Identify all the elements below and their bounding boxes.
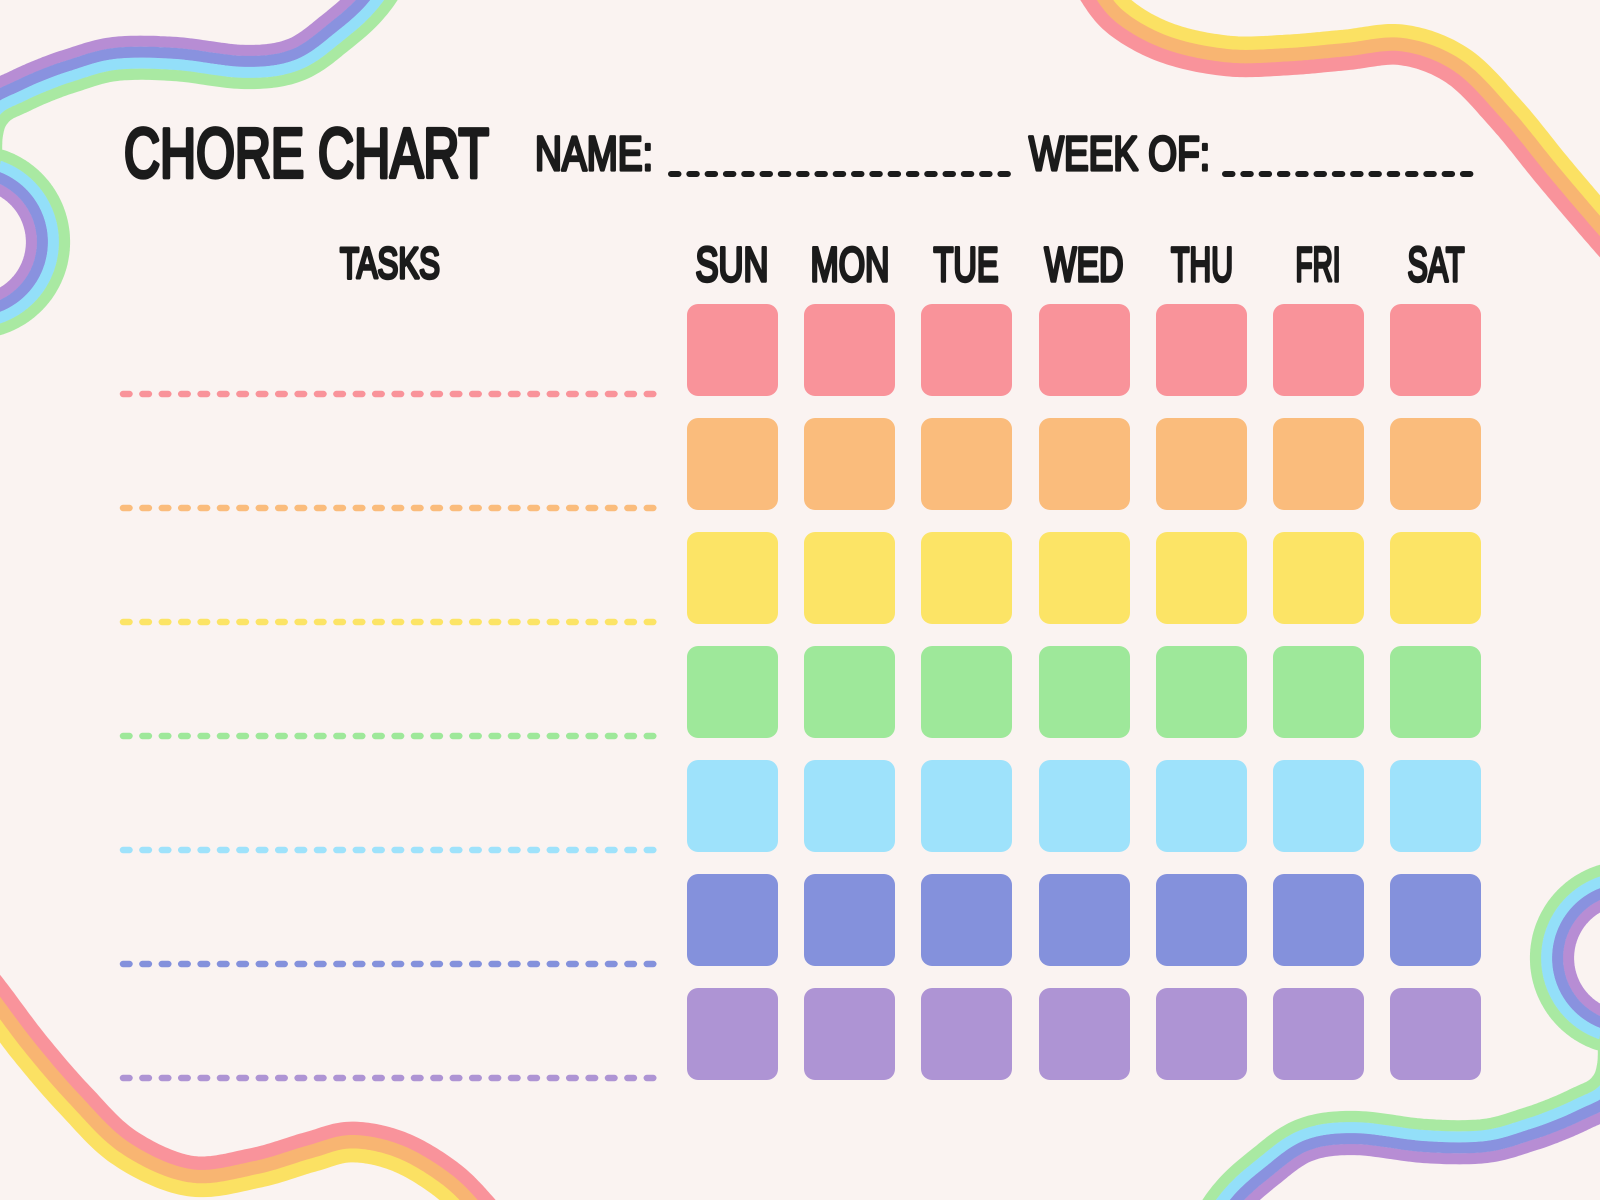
svg-text:CHORE CHART: CHORE CHART: [124, 114, 489, 192]
svg-text:NAME:: NAME:: [535, 128, 653, 181]
svg-text:MON: MON: [811, 239, 890, 292]
svg-text:FRI: FRI: [1296, 239, 1341, 292]
svg-text:TUE: TUE: [934, 239, 999, 292]
svg-text:TASKS: TASKS: [340, 239, 440, 288]
svg-text:SAT: SAT: [1408, 239, 1465, 292]
svg-text:WED: WED: [1045, 239, 1124, 292]
svg-text:THU: THU: [1171, 239, 1233, 292]
svg-text:SUN: SUN: [696, 239, 769, 292]
svg-text:WEEK OF:: WEEK OF:: [1029, 128, 1210, 181]
